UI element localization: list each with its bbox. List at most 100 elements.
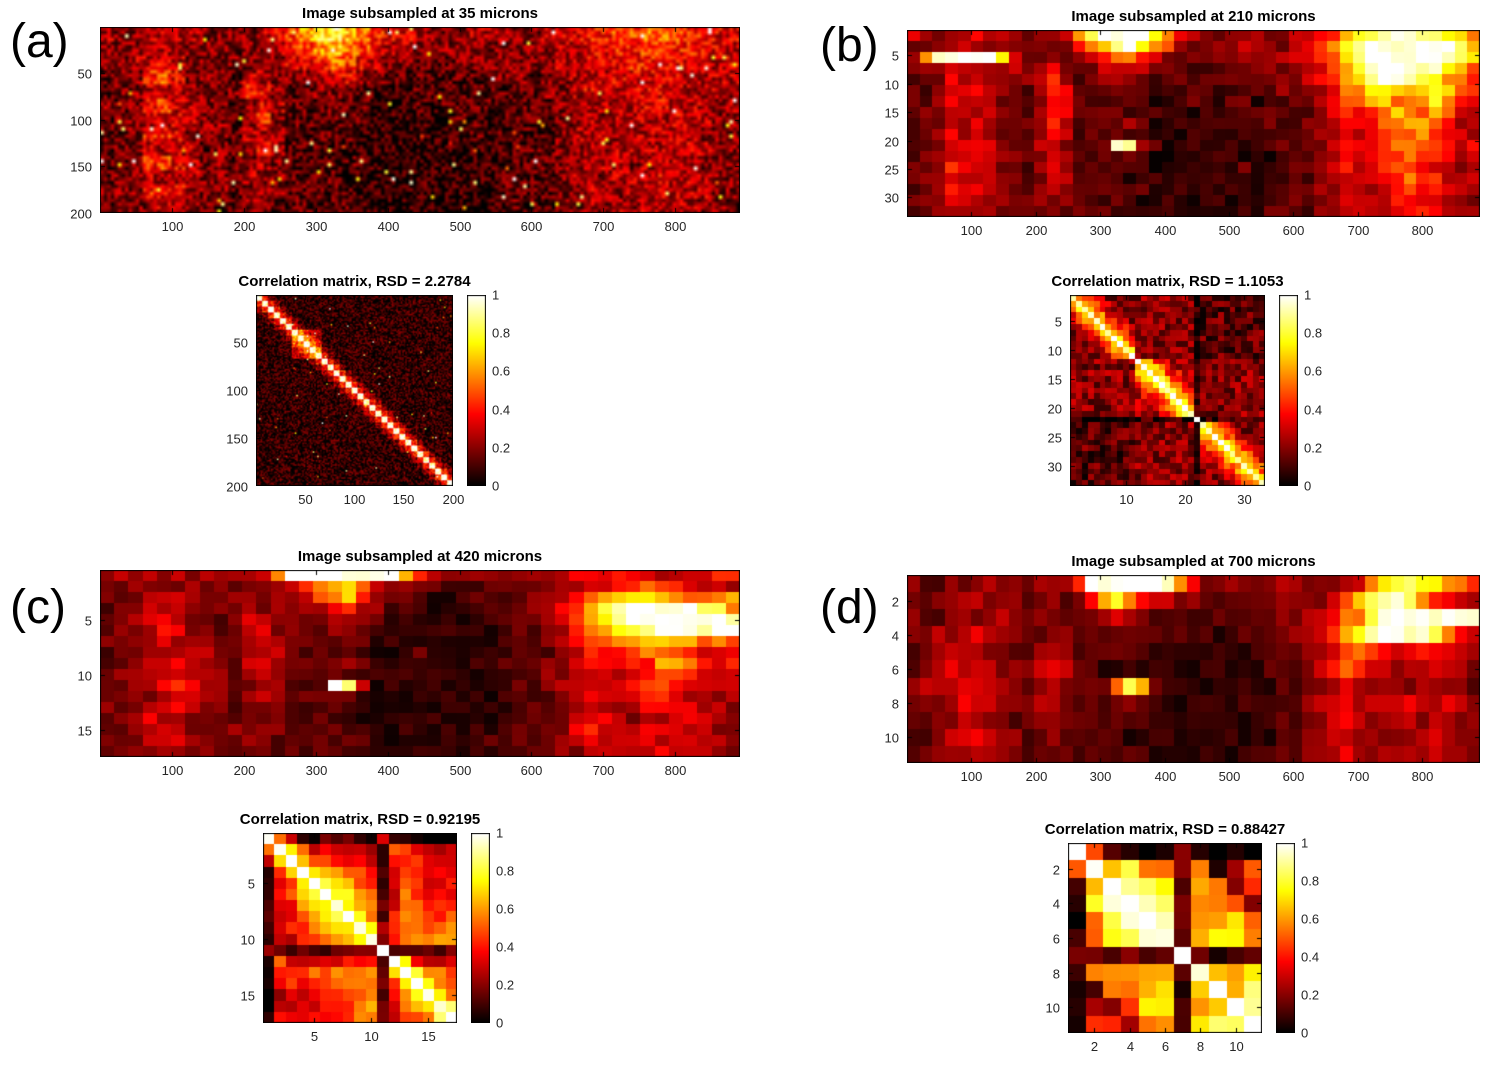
- y-tick-label: 4: [891, 628, 899, 643]
- colorbar-tick-label: 0.6: [492, 363, 511, 379]
- y-tick-label: 8: [891, 696, 899, 711]
- image-a-title: Image subsampled at 35 microns: [302, 5, 538, 22]
- x-tick-label: 400: [377, 763, 400, 778]
- y-tick-label: 6: [891, 662, 899, 677]
- image-b-title: Image subsampled at 210 microns: [1071, 8, 1316, 25]
- corr-a-title: Correlation matrix, RSD = 2.2784: [238, 273, 471, 290]
- x-tick-label: 15: [421, 1029, 436, 1044]
- y-tick-label: 2: [1052, 862, 1060, 877]
- x-tick-label: 10: [364, 1029, 379, 1044]
- corr-c-heatmap: Correlation matrix, RSD = 0.92195 5 10 15 5…: [240, 811, 514, 1044]
- y-tick-label: 15: [77, 723, 92, 738]
- corr-d-colorbar: [1276, 843, 1295, 1033]
- colorbar-tick-label: 0.4: [496, 939, 515, 955]
- colorbar-tick-label: 0: [1304, 478, 1312, 494]
- x-tick-label: 400: [377, 219, 400, 234]
- corr-a-colorbar: [467, 295, 486, 486]
- image-a-heatmap: Image subsampled at 35 microns 100 200 300…: [70, 5, 740, 234]
- colorbar-tick-label: 0.4: [1304, 402, 1323, 418]
- corr-b-title: Correlation matrix, RSD = 1.1053: [1051, 273, 1284, 290]
- x-tick-label: 100: [161, 219, 184, 234]
- colorbar-tick-label: 0.6: [1301, 911, 1320, 927]
- x-tick-label: 150: [392, 492, 415, 507]
- x-tick-label: 4: [1126, 1039, 1135, 1054]
- y-tick-label: 50: [77, 66, 92, 81]
- x-tick-label: 500: [449, 219, 472, 234]
- x-tick-label: 700: [1347, 223, 1370, 238]
- colorbar-tick-label: 0.4: [1301, 949, 1320, 965]
- y-tick-label: 100: [226, 383, 248, 398]
- y-tick-label: 2: [891, 594, 899, 609]
- colorbar-tick-label: 0.2: [1304, 440, 1323, 456]
- y-tick-label: 200: [70, 206, 92, 221]
- image-b-canvas: [907, 30, 1480, 217]
- x-tick-label: 100: [343, 492, 366, 507]
- x-tick-label: 100: [161, 763, 184, 778]
- y-tick-label: 5: [891, 48, 899, 63]
- x-tick-label: 500: [1218, 223, 1241, 238]
- colorbar-tick-label: 0: [1301, 1025, 1309, 1041]
- corr-d-heatmap: Correlation matrix, RSD = 0.88427 2 4 6 8 10…: [1045, 821, 1319, 1054]
- corr-a-canvas: [256, 295, 453, 486]
- corr-c-title: Correlation matrix, RSD = 0.92195: [239, 811, 481, 828]
- y-tick-label: 30: [1047, 459, 1062, 474]
- x-tick-label: 200: [442, 492, 465, 507]
- image-d-title: Image subsampled at 700 microns: [1071, 553, 1316, 570]
- image-c-canvas: [100, 570, 740, 757]
- y-tick-label: 15: [1047, 372, 1062, 387]
- x-tick-label: 5: [310, 1029, 319, 1044]
- y-tick-label: 15: [240, 988, 255, 1003]
- panel-label-d: (d): [820, 581, 879, 634]
- x-tick-label: 200: [1025, 769, 1048, 784]
- y-tick-label: 4: [1052, 896, 1060, 911]
- corr-d-canvas: [1068, 843, 1262, 1033]
- x-tick-label: 6: [1161, 1039, 1170, 1054]
- colorbar-tick-label: 0.2: [496, 977, 515, 993]
- x-tick-label: 100: [960, 223, 983, 238]
- x-tick-label: 600: [520, 763, 543, 778]
- y-tick-label: 25: [884, 162, 899, 177]
- x-tick-label: 50: [298, 492, 313, 507]
- y-tick-label: 5: [84, 613, 92, 628]
- colorbar-tick-label: 0.8: [1301, 873, 1320, 889]
- image-c-title: Image subsampled at 420 microns: [297, 548, 543, 565]
- image-a-canvas: [100, 27, 740, 213]
- y-tick-label: 10: [884, 77, 899, 92]
- colorbar-tick-label: 0.6: [1304, 363, 1323, 379]
- x-tick-label: 700: [592, 219, 615, 234]
- x-tick-label: 30: [1237, 492, 1252, 507]
- colorbar-tick-label: 1: [492, 287, 500, 303]
- corr-b-colorbar: [1279, 295, 1298, 486]
- x-tick-label: 10: [1119, 492, 1134, 507]
- y-tick-label: 25: [1047, 430, 1062, 445]
- x-tick-label: 2: [1090, 1039, 1099, 1054]
- y-tick-label: 10: [1047, 343, 1062, 358]
- y-tick-label: 50: [233, 335, 248, 350]
- x-tick-label: 200: [1025, 223, 1048, 238]
- image-c-heatmap: Image subsampled at 420 microns 100 200 30…: [78, 548, 740, 778]
- panel-label-c: (c): [10, 581, 66, 634]
- y-tick-label: 8: [1052, 966, 1060, 981]
- x-tick-label: 200: [233, 219, 256, 234]
- colorbar-tick-label: 1: [1301, 835, 1309, 851]
- x-tick-label: 600: [1282, 769, 1305, 784]
- corr-d-title: Correlation matrix, RSD = 0.88427: [1044, 821, 1286, 838]
- panel-label-a: (a): [10, 15, 69, 68]
- panel-label-b: (b): [820, 19, 879, 72]
- x-tick-label: 10: [1229, 1039, 1244, 1054]
- y-tick-label: 150: [226, 431, 248, 446]
- x-tick-label: 800: [1411, 223, 1434, 238]
- colorbar-tick-label: 0.6: [496, 901, 515, 917]
- x-tick-label: 300: [305, 219, 328, 234]
- corr-c-colorbar: [471, 833, 490, 1023]
- y-tick-label: 10: [77, 668, 92, 683]
- colorbar-tick-label: 0: [496, 1015, 504, 1031]
- y-tick-label: 10: [884, 730, 899, 745]
- colorbar-tick-label: 0.8: [492, 325, 511, 341]
- y-tick-label: 5: [247, 876, 255, 891]
- x-tick-label: 500: [449, 763, 472, 778]
- y-tick-label: 15: [884, 105, 899, 120]
- x-tick-label: 600: [520, 219, 543, 234]
- y-tick-label: 6: [1052, 931, 1060, 946]
